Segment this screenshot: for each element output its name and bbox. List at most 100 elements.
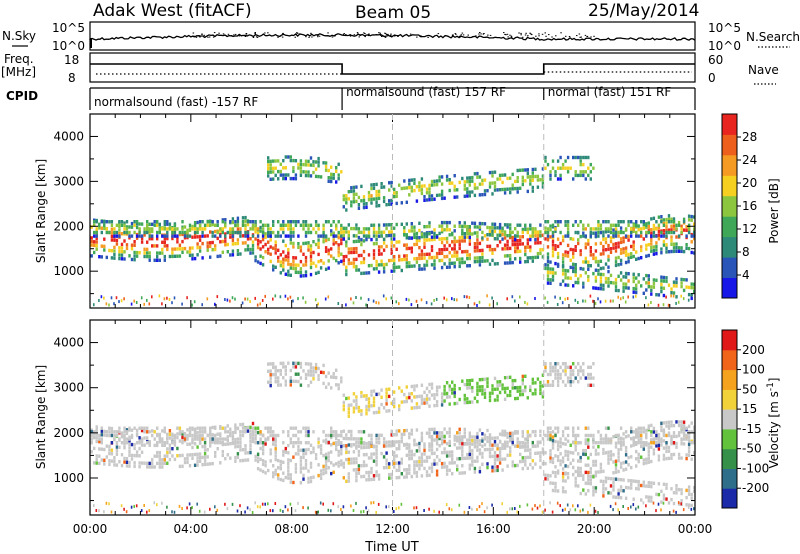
range-cell — [299, 383, 303, 387]
range-cell — [574, 480, 577, 484]
range-cell — [382, 185, 386, 189]
range-cell — [604, 433, 608, 438]
range-cell — [473, 445, 477, 449]
range-cell — [413, 460, 416, 464]
range-cell — [551, 267, 555, 271]
range-cell — [640, 234, 643, 238]
range-cell — [113, 238, 116, 242]
range-cell — [448, 384, 451, 388]
range-cell — [647, 442, 650, 446]
range-cell — [478, 182, 482, 186]
range-cell — [614, 477, 618, 481]
range-cell — [123, 250, 126, 254]
range-cell — [587, 474, 590, 478]
range-cell — [161, 240, 164, 244]
range-cell — [123, 230, 126, 235]
range-cell — [526, 396, 529, 400]
nsearch-dot — [489, 34, 492, 36]
range-cell — [335, 368, 338, 372]
range-cell — [173, 223, 177, 227]
range-cell — [375, 410, 378, 415]
range-cell — [226, 435, 229, 439]
nsearch-dot — [299, 33, 302, 35]
range-cell — [514, 227, 517, 231]
range-cell — [587, 438, 590, 442]
range-cell — [413, 388, 416, 392]
range-cell — [566, 166, 570, 170]
range-cell — [572, 155, 575, 160]
range-cell — [362, 394, 366, 398]
range-cell — [622, 236, 625, 240]
range-cell — [463, 260, 466, 265]
range-cell — [393, 262, 396, 266]
range-cell — [511, 460, 514, 464]
range-cell — [690, 250, 693, 255]
range-cell — [90, 428, 93, 432]
range-cell — [135, 428, 139, 433]
range-cell — [284, 258, 287, 262]
range-cell — [335, 241, 338, 245]
range-cell — [551, 159, 555, 163]
range-cell — [229, 456, 232, 460]
range-cell — [624, 246, 628, 250]
range-cell — [375, 241, 378, 246]
range-cell — [514, 299, 516, 303]
range-cell — [191, 303, 193, 307]
range-cell — [425, 473, 429, 478]
range-cell — [506, 234, 509, 238]
range-cell — [95, 454, 98, 458]
range-cell — [241, 216, 245, 220]
range-cell — [292, 230, 295, 235]
range-cell — [148, 443, 151, 447]
range-cell — [514, 242, 517, 247]
range-cell — [95, 509, 98, 512]
range-cell — [299, 170, 303, 174]
range-cell — [234, 242, 237, 246]
range-cell — [519, 393, 522, 397]
range-cell — [519, 235, 522, 239]
range-cell — [443, 461, 446, 466]
range-cell — [660, 500, 663, 504]
nsky-label: N.Sky — [2, 29, 36, 43]
range-cell — [486, 233, 489, 237]
range-cell — [269, 163, 272, 167]
range-cell — [367, 433, 371, 438]
range-cell — [642, 430, 645, 434]
range-cell — [506, 453, 509, 457]
range-cell — [428, 442, 431, 446]
range-cell — [665, 295, 667, 299]
range-cell — [440, 438, 444, 442]
range-cell — [415, 460, 419, 464]
range-cell — [168, 222, 172, 226]
nsearch-dot — [315, 34, 317, 36]
range-cell — [287, 223, 290, 227]
range-cell — [476, 259, 479, 264]
range-cell — [506, 431, 509, 436]
range-cell — [347, 429, 350, 434]
nsearch-dot — [522, 36, 524, 38]
range-cell — [556, 447, 560, 452]
range-cell — [294, 365, 298, 369]
freq-label: Freq. — [4, 52, 34, 66]
range-cell — [188, 227, 192, 231]
range-cell — [493, 458, 497, 462]
range-cell — [572, 472, 575, 477]
range-cell — [488, 185, 492, 189]
range-cell — [224, 239, 227, 243]
range-cell — [511, 230, 514, 234]
range-cell — [604, 487, 608, 491]
range-cell — [193, 300, 196, 304]
range-cell — [390, 180, 393, 185]
nsearch-dot — [524, 34, 527, 36]
range-cell — [221, 227, 224, 231]
range-cell — [287, 269, 290, 273]
range-cell — [471, 438, 474, 443]
range-cell — [350, 261, 353, 265]
range-cell — [574, 230, 577, 235]
range-cell — [380, 395, 383, 399]
range-cell — [660, 220, 663, 224]
range-cell — [526, 430, 529, 434]
range-cell — [551, 223, 555, 227]
range-cell — [400, 472, 403, 476]
range-cell — [330, 229, 333, 233]
